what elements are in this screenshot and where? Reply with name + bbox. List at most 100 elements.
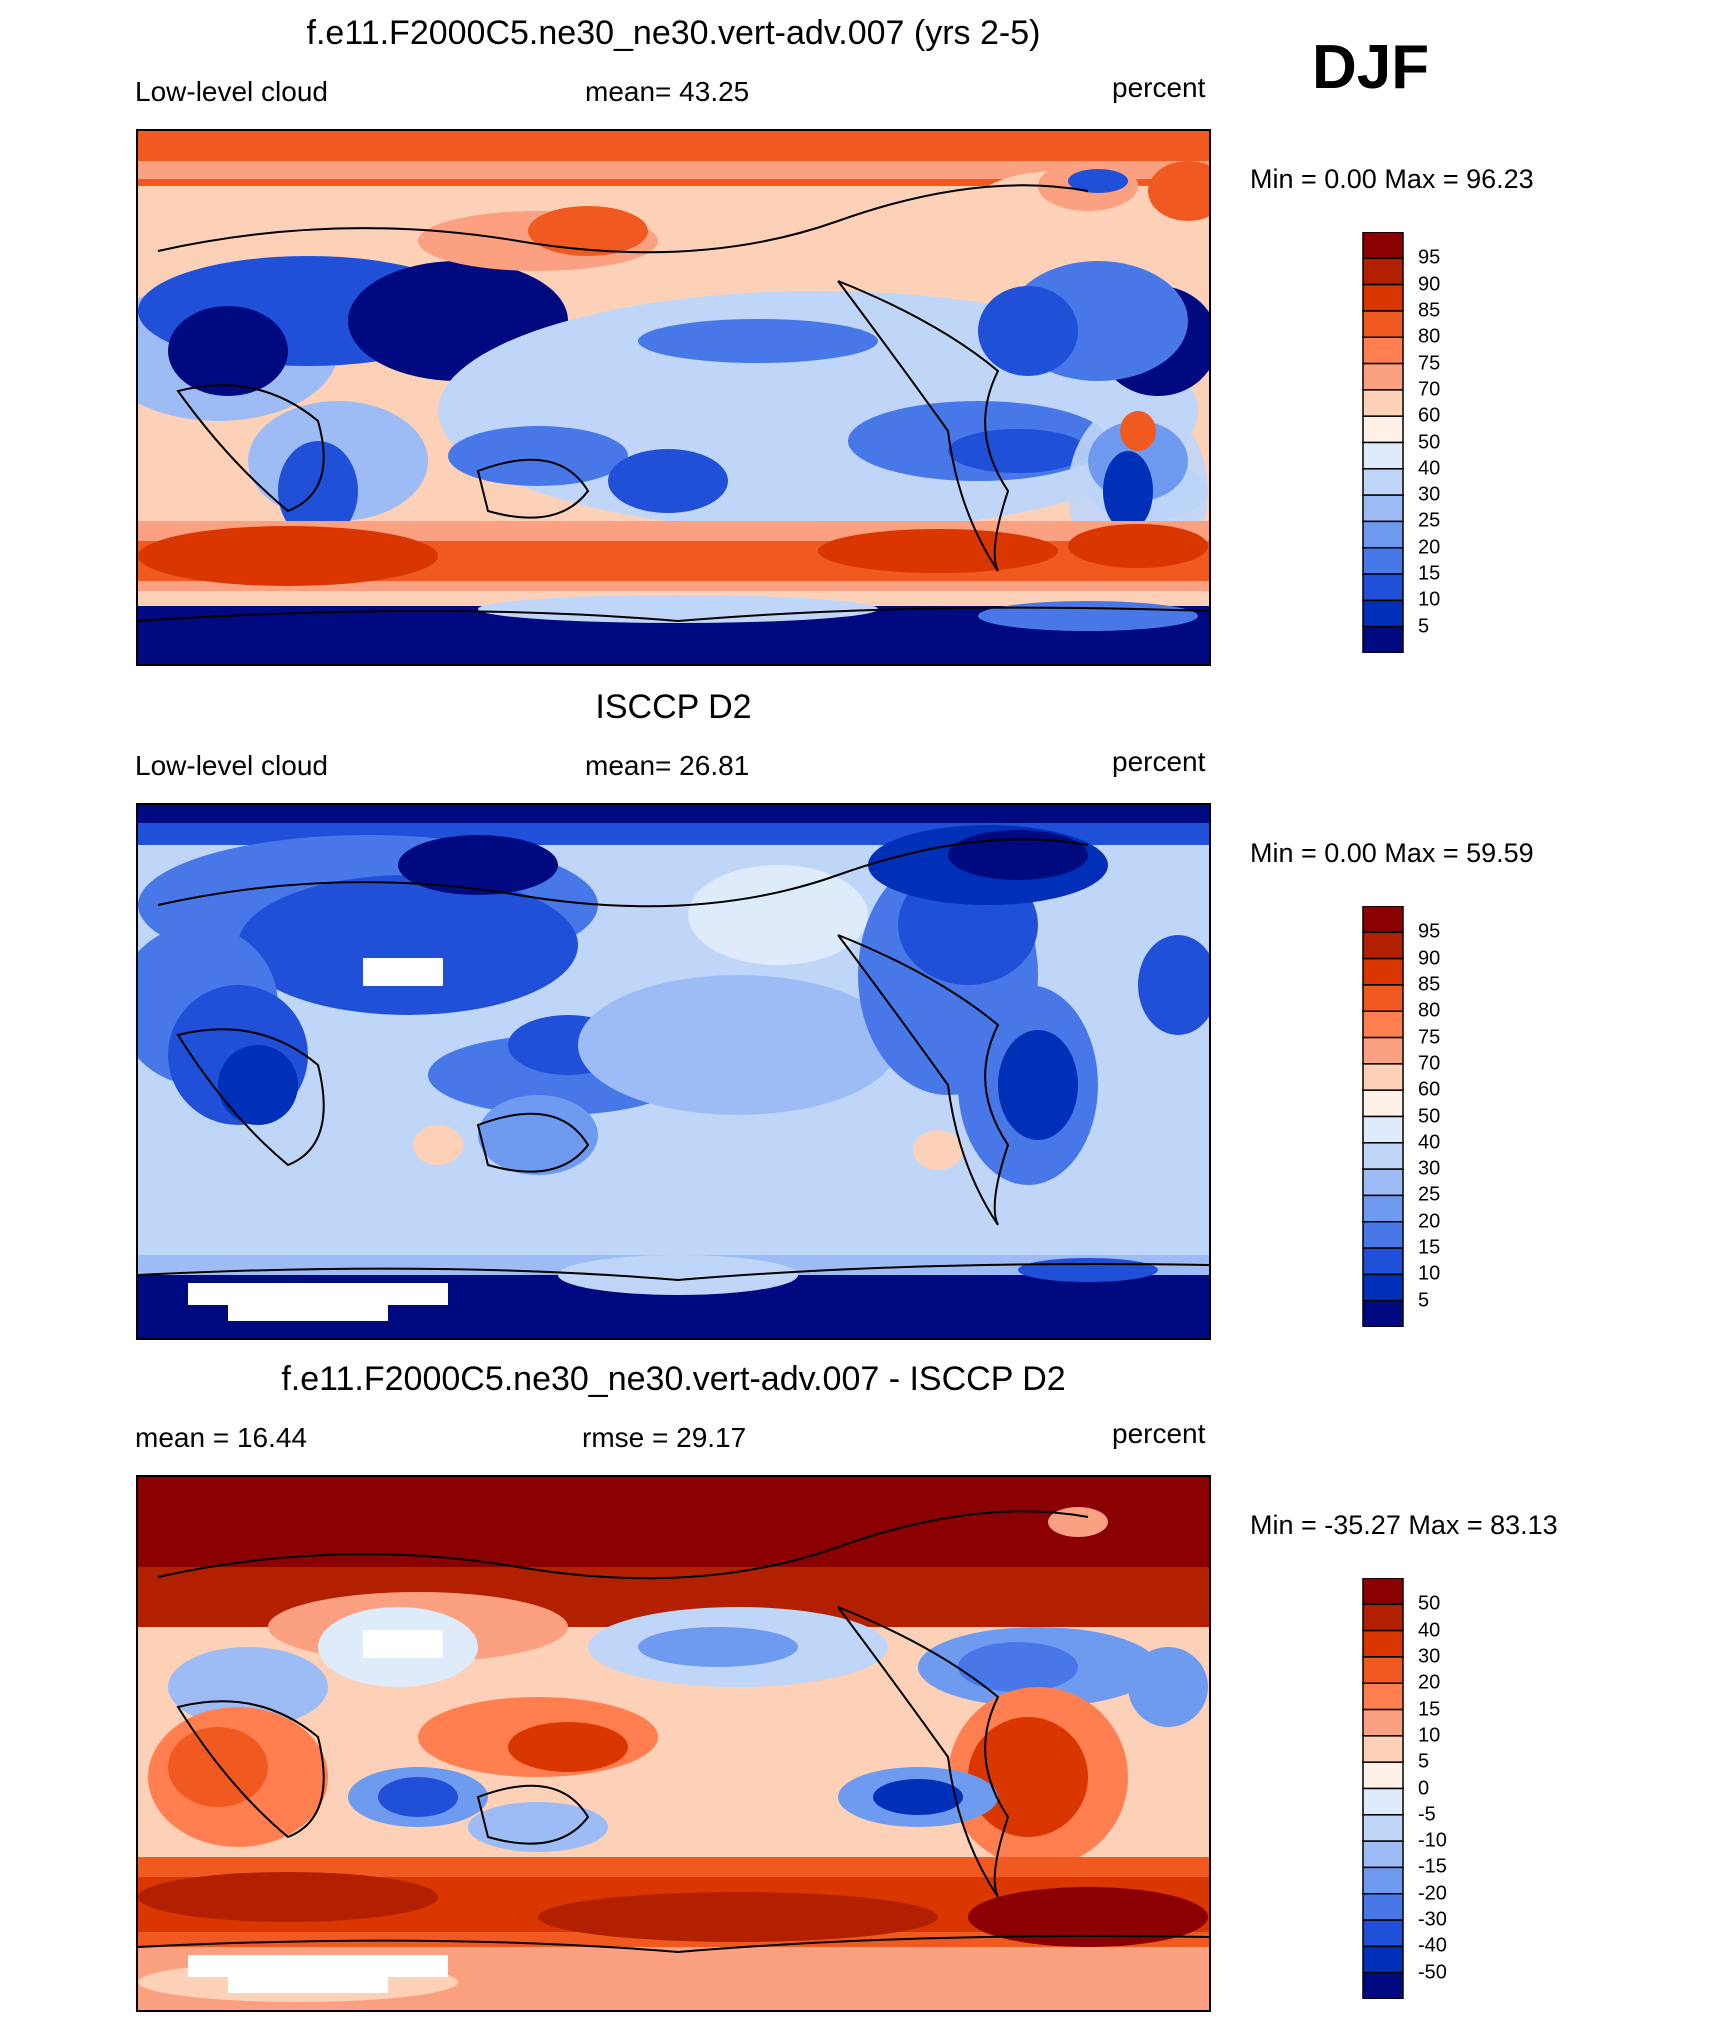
colorbar-tick-label: 5: [1418, 1289, 1430, 1312]
colorbar-swatch: [1362, 957, 1404, 986]
colorbar-tick-label: 95: [1418, 920, 1441, 943]
colorbar-tick-label: 70: [1418, 1052, 1441, 1075]
colorbar-swatch: [1362, 310, 1404, 338]
colorbar-swatch: [1362, 599, 1404, 628]
colorbar-tick-label: 25: [1418, 509, 1441, 532]
colorbar-swatch: [1362, 1142, 1404, 1170]
colorbar-tick-label: -15: [1418, 1855, 1447, 1878]
colorbar-tick-label: -40: [1418, 1934, 1447, 1957]
colorbar-tick-label: 90: [1418, 947, 1441, 970]
colorbar-swatch: [1362, 441, 1404, 470]
colorbar-tick-label: 30: [1418, 483, 1441, 506]
panel1-title: f.e11.F2000C5.ne30_ne30.vert-adv.007 (yr…: [306, 14, 1041, 52]
colorbar-swatch: [1362, 1629, 1404, 1658]
colorbar-tick-label: 60: [1418, 1078, 1441, 1101]
panel1-map: [136, 129, 1211, 666]
colorbar-swatch: [1362, 1840, 1404, 1869]
colorbar-swatch: [1362, 1919, 1404, 1948]
colorbar-tick-label: 5: [1418, 615, 1430, 638]
colorbar-tick-label: 15: [1418, 562, 1441, 585]
colorbar-swatch: [1362, 468, 1404, 496]
colorbar-swatch: [1362, 520, 1404, 549]
panel1-units-label: percent: [1112, 72, 1206, 103]
panel2-variable-label: Low-level cloud: [135, 750, 328, 781]
panel3-title: f.e11.F2000C5.ne30_ne30.vert-adv.007 - I…: [281, 1360, 1066, 1398]
colorbar-swatch: [1362, 257, 1404, 286]
panel2-units-label: percent: [1112, 746, 1206, 777]
colorbar-swatch: [1362, 1089, 1404, 1118]
panel3-minmax: Min = -35.27 Max = 83.13: [1250, 1510, 1558, 1540]
colorbar-swatch: [1362, 1010, 1404, 1039]
panel2-map: [136, 803, 1211, 1340]
colorbar-tick-label: 70: [1418, 378, 1441, 401]
colorbar-swatch: [1362, 1866, 1404, 1895]
colorbar-swatch: [1362, 1735, 1404, 1763]
colorbar-swatch: [1362, 931, 1404, 960]
colorbar-tick-label: 25: [1418, 1183, 1441, 1206]
colorbar-swatch: [1362, 1761, 1404, 1790]
colorbar-tick-label: 10: [1418, 1262, 1441, 1285]
colorbar-tick-label: 50: [1418, 431, 1441, 453]
panel2-colorbar: [1362, 906, 1404, 1327]
colorbar-tick-label: 20: [1418, 536, 1441, 559]
colorbar-swatch: [1362, 1945, 1404, 1974]
colorbar-tick-label: 10: [1418, 1724, 1441, 1747]
colorbar-swatch: [1362, 1247, 1404, 1276]
colorbar-swatch: [1362, 362, 1404, 391]
colorbar-swatch: [1362, 1893, 1404, 1921]
colorbar-tick-label: 85: [1418, 299, 1441, 322]
colorbar-tick-label: 60: [1418, 404, 1441, 427]
colorbar-tick-label: 80: [1418, 325, 1441, 348]
colorbar-tick-label: 50: [1418, 1105, 1441, 1127]
panel3-map: [136, 1475, 1211, 2012]
colorbar-tick-label: -20: [1418, 1882, 1447, 1905]
colorbar-swatch: [1362, 1971, 1404, 1999]
panel2-mean-label: mean= 26.81: [585, 750, 750, 781]
colorbar-swatch: [1362, 415, 1404, 444]
panel2-minmax: Min = 0.00 Max = 59.59: [1250, 838, 1534, 868]
colorbar-tick-label: 50: [1418, 1592, 1441, 1615]
panel1-variable-label: Low-level cloud: [135, 76, 328, 107]
colorbar-tick-label: 20: [1418, 1210, 1441, 1233]
colorbar-swatch: [1362, 232, 1404, 260]
colorbar-swatch: [1362, 1708, 1404, 1737]
colorbar-tick-label: 75: [1418, 1026, 1441, 1049]
colorbar-swatch: [1362, 1273, 1404, 1302]
colorbar-swatch: [1362, 336, 1404, 365]
colorbar-swatch: [1362, 1115, 1404, 1144]
colorbar-tick-label: 0: [1418, 1777, 1430, 1799]
season-label: DJF: [1312, 33, 1430, 102]
colorbar-swatch: [1362, 283, 1404, 312]
colorbar-tick-label: -30: [1418, 1908, 1447, 1931]
colorbar-swatch: [1362, 1221, 1404, 1249]
colorbar-tick-label: 40: [1418, 1619, 1441, 1642]
panel1-colorbar: [1362, 232, 1404, 653]
colorbar-tick-label: -50: [1418, 1961, 1447, 1984]
colorbar-tick-label: 30: [1418, 1645, 1441, 1668]
colorbar-tick-label: -5: [1418, 1803, 1436, 1826]
colorbar-swatch: [1362, 625, 1404, 653]
colorbar-tick-label: 30: [1418, 1157, 1441, 1180]
colorbar-tick-label: -10: [1418, 1829, 1447, 1852]
colorbar-swatch: [1362, 1682, 1404, 1711]
panel3-units-label: percent: [1112, 1418, 1206, 1449]
colorbar-swatch: [1362, 1814, 1404, 1842]
colorbar-swatch: [1362, 1063, 1404, 1091]
panel1-mean-label: mean= 43.25: [585, 76, 750, 107]
colorbar-tick-label: 5: [1418, 1750, 1430, 1773]
colorbar-swatch: [1362, 1299, 1404, 1327]
colorbar-tick-label: 20: [1418, 1671, 1441, 1694]
colorbar-tick-label: 75: [1418, 352, 1441, 375]
colorbar-swatch: [1362, 573, 1404, 602]
panel2-title: ISCCP D2: [595, 688, 752, 726]
colorbar-swatch: [1362, 547, 1404, 575]
colorbar-swatch: [1362, 1656, 1404, 1684]
panel1-minmax: Min = 0.00 Max = 96.23: [1250, 164, 1534, 194]
colorbar-swatch: [1362, 1787, 1404, 1816]
colorbar-swatch: [1362, 906, 1404, 934]
colorbar-swatch: [1362, 984, 1404, 1012]
panel3-mean-label: mean = 16.44: [135, 1422, 308, 1453]
colorbar-tick-label: 90: [1418, 273, 1441, 296]
colorbar-swatch: [1362, 389, 1404, 417]
panel3-rmse-label: rmse = 29.17: [582, 1422, 747, 1453]
